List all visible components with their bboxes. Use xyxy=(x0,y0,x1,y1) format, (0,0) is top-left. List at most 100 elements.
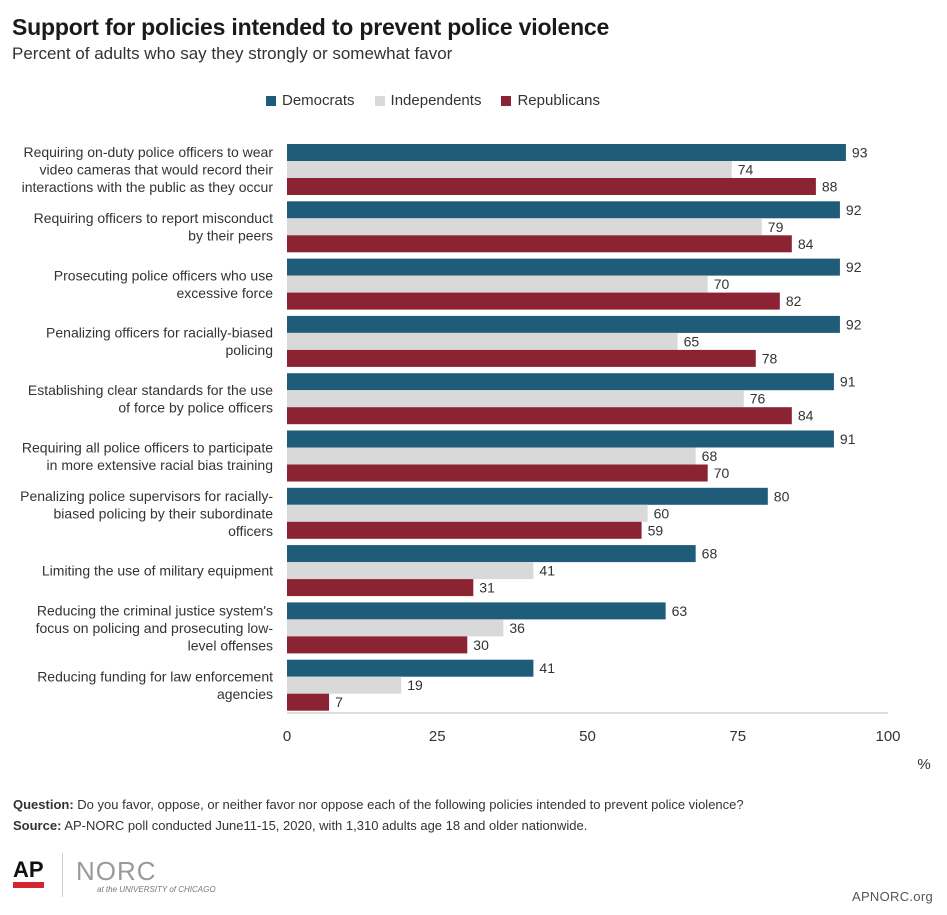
category-label: level offenses xyxy=(188,637,273,653)
category-label: video cameras that would record their xyxy=(40,162,274,178)
bar-democrats xyxy=(287,602,666,620)
value-label-independents: 65 xyxy=(684,333,700,349)
bar-republicans xyxy=(287,349,756,367)
value-label-democrats: 68 xyxy=(702,546,718,562)
category-label: Reducing funding for law enforcement xyxy=(37,668,273,684)
bar-republicans xyxy=(287,464,708,482)
legend-item-republicans: Republicans xyxy=(501,92,600,109)
bar-democrats xyxy=(287,315,840,333)
bar-democrats xyxy=(287,487,768,505)
question-label: Question: xyxy=(13,797,74,812)
bar-democrats xyxy=(287,545,696,563)
chart-subtitle: Percent of adults who say they strongly … xyxy=(12,44,453,63)
source-note: Source: AP-NORC poll conducted June11-15… xyxy=(13,818,587,833)
value-label-republicans: 82 xyxy=(786,293,802,309)
norc-logo: NORC xyxy=(76,856,157,886)
value-label-republicans: 84 xyxy=(798,408,814,424)
category-label: Prosecuting police officers who use xyxy=(54,267,273,283)
category-label: Reducing the criminal justice system's xyxy=(37,602,273,618)
value-label-democrats: 41 xyxy=(539,660,555,676)
source-text: AP-NORC poll conducted June11-15, 2020, … xyxy=(64,818,588,833)
x-tick-label: 0 xyxy=(283,728,291,745)
bar-democrats xyxy=(287,201,840,219)
bar-republicans xyxy=(287,292,780,310)
legend-label-democrats: Democrats xyxy=(282,92,355,109)
category-label: Requiring officers to report misconduct xyxy=(34,210,274,226)
legend-label-republicans: Republicans xyxy=(517,92,601,109)
category-label: agencies xyxy=(217,686,273,702)
bar-independents xyxy=(287,619,504,637)
question-text: Do you favor, oppose, or neither favor n… xyxy=(77,797,744,812)
category-label: Penalizing police supervisors for racial… xyxy=(20,488,273,504)
category-label: officers xyxy=(228,523,273,539)
category-label: Requiring all police officers to partici… xyxy=(22,439,273,455)
x-tick-label: 50 xyxy=(579,728,596,745)
value-label-independents: 79 xyxy=(768,219,784,235)
bar-democrats xyxy=(287,373,834,391)
value-label-democrats: 91 xyxy=(840,374,856,390)
category-label: Requiring on-duty police officers to wea… xyxy=(23,144,273,160)
source-label: Source: xyxy=(13,818,62,833)
value-label-independents: 19 xyxy=(407,677,423,693)
x-axis-unit: % xyxy=(917,756,930,773)
value-label-independents: 70 xyxy=(714,276,730,292)
site-url: APNORC.org xyxy=(851,889,933,904)
bar-democrats xyxy=(287,430,834,448)
category-label: policing xyxy=(226,342,273,358)
x-tick-label: 25 xyxy=(429,728,446,745)
value-label-republicans: 88 xyxy=(822,179,838,195)
category-label: by their peers xyxy=(188,228,273,244)
value-label-democrats: 93 xyxy=(852,145,868,161)
category-label: Establishing clear standards for the use xyxy=(28,382,273,398)
bar-independents xyxy=(287,676,402,694)
category-label: biased policing by their subordinate xyxy=(54,505,274,521)
logo-divider xyxy=(62,853,63,897)
bar-chart: 93 74 88 Requiring on-duty police officers … xyxy=(20,144,931,773)
bar-republicans xyxy=(287,407,792,425)
bar-republicans xyxy=(287,178,816,195)
chart-title: Support for policies intended to prevent… xyxy=(12,14,610,40)
ap-logo-bar xyxy=(13,882,44,888)
bar-independents xyxy=(287,447,696,465)
value-label-republicans: 70 xyxy=(714,465,730,481)
legend-item-democrats: Democrats xyxy=(266,92,355,109)
bar-independents xyxy=(287,504,648,522)
value-label-republicans: 84 xyxy=(798,236,814,252)
bar-independents xyxy=(287,218,762,236)
legend-item-independents: Independents xyxy=(374,92,482,109)
value-label-independents: 74 xyxy=(738,162,754,178)
value-label-independents: 41 xyxy=(539,563,555,579)
value-label-democrats: 80 xyxy=(774,488,790,504)
bar-independents xyxy=(287,562,534,580)
category-label: in more extensive racial bias training xyxy=(47,457,273,473)
category-label: Limiting the use of military equipment xyxy=(42,563,273,579)
legend-swatch-independents xyxy=(374,95,385,106)
bar-independents xyxy=(287,332,678,350)
ap-logo: AP xyxy=(13,857,44,882)
bar-republicans xyxy=(287,235,792,253)
bar-democrats xyxy=(287,144,846,161)
category-label: Penalizing officers for racially-biased xyxy=(46,325,273,341)
x-tick-label: 100 xyxy=(875,728,900,745)
value-label-independents: 36 xyxy=(509,620,525,636)
bar-independents xyxy=(287,275,708,293)
bar-republicans xyxy=(287,636,468,654)
bar-democrats xyxy=(287,659,534,677)
value-label-republicans: 30 xyxy=(473,637,489,653)
bar-independents xyxy=(287,161,732,178)
bar-republicans xyxy=(287,521,642,539)
value-label-democrats: 63 xyxy=(672,603,688,619)
value-label-independents: 60 xyxy=(654,505,670,521)
legend-label-independents: Independents xyxy=(390,92,482,109)
bar-democrats xyxy=(287,258,840,276)
value-label-republicans: 31 xyxy=(479,580,495,596)
value-label-independents: 68 xyxy=(702,448,718,464)
value-label-democrats: 92 xyxy=(846,259,862,275)
legend-swatch-democrats xyxy=(266,95,276,106)
question-note: Question: Do you favor, oppose, or neith… xyxy=(13,797,744,812)
bar-republicans xyxy=(287,579,474,597)
value-label-republicans: 59 xyxy=(648,522,664,538)
value-label-democrats: 92 xyxy=(846,316,862,332)
x-tick-label: 75 xyxy=(729,728,746,745)
category-label: of force by police officers xyxy=(118,399,273,415)
